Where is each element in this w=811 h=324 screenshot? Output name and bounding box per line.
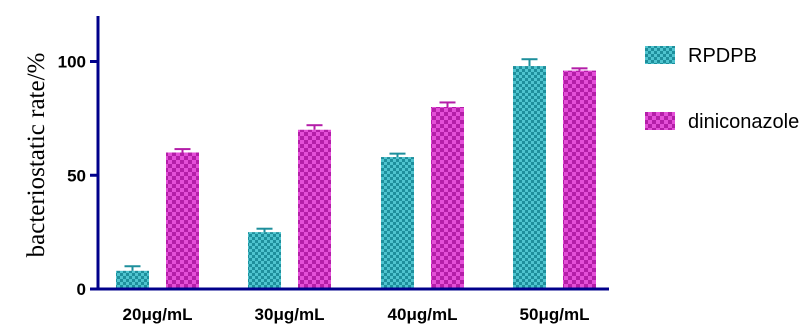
error-bars-group <box>124 58 588 271</box>
legend: RPDPB diniconazole <box>645 45 799 133</box>
error-bar-rpdpb-1 <box>256 227 273 233</box>
x-tick-label-1: 30μg/mL <box>255 305 325 324</box>
x-tick-label-2: 40μg/mL <box>388 305 458 324</box>
bar-rpdpb-0 <box>116 270 149 289</box>
x-tick-label-3: 50μg/mL <box>520 305 590 324</box>
error-bar-rpdpb-3 <box>521 58 538 67</box>
x-tick-labels-group: 20μg/mL 30μg/mL 40μg/mL 50μg/mL <box>123 305 590 324</box>
error-bar-diniconazole-0 <box>174 148 191 153</box>
y-ticks-group: 0 50 100 <box>58 53 98 299</box>
error-bar-rpdpb-0 <box>124 265 141 271</box>
bar-diniconazole-2 <box>431 107 464 289</box>
bar-diniconazole-1 <box>298 129 331 289</box>
legend-swatch-rpdpb <box>645 46 675 64</box>
legend-item-diniconazole: diniconazole <box>645 111 799 133</box>
bar-diniconazole-3 <box>563 70 596 289</box>
bar-diniconazole-0 <box>166 152 199 289</box>
y-tick-label-2: 100 <box>58 53 86 72</box>
y-tick-label-0: 0 <box>77 280 86 299</box>
error-bar-diniconazole-1 <box>306 124 323 130</box>
bars-group <box>116 66 596 289</box>
y-axis-label: bacteriostatic rate/% <box>23 53 50 258</box>
y-tick-label-1: 50 <box>67 166 86 185</box>
error-bar-rpdpb-2 <box>389 152 406 158</box>
legend-swatch-diniconazole <box>645 112 675 130</box>
legend-label-diniconazole: diniconazole <box>688 111 799 133</box>
bar-rpdpb-2 <box>381 157 414 289</box>
bar-rpdpb-1 <box>248 232 281 289</box>
error-bar-diniconazole-3 <box>571 67 588 71</box>
legend-label-rpdpb: RPDPB <box>688 45 757 67</box>
x-tick-label-0: 20μg/mL <box>123 305 193 324</box>
legend-item-rpdpb: RPDPB <box>645 45 757 67</box>
bar-rpdpb-3 <box>513 66 546 289</box>
error-bar-diniconazole-2 <box>439 101 456 107</box>
